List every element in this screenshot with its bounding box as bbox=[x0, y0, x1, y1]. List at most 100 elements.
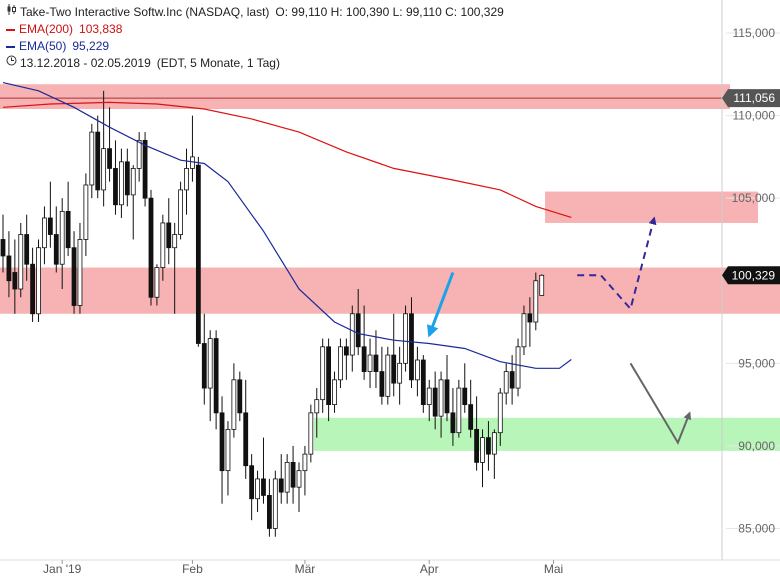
candle-body bbox=[432, 387, 438, 417]
candle-body bbox=[414, 359, 420, 381]
candle-body bbox=[272, 478, 278, 529]
candle-body bbox=[42, 217, 47, 249]
zones-layer bbox=[0, 84, 780, 451]
price-tag bbox=[722, 266, 780, 285]
candle-body bbox=[438, 379, 444, 417]
candle-body bbox=[474, 428, 480, 463]
candle-body bbox=[30, 263, 36, 315]
candle-body bbox=[71, 247, 77, 306]
candle-body bbox=[184, 168, 189, 191]
candle-body bbox=[426, 387, 432, 406]
y-tick-label: 85,000 bbox=[738, 521, 775, 535]
candle-body bbox=[77, 239, 83, 306]
candle-body bbox=[201, 343, 207, 389]
candle-body bbox=[397, 362, 403, 384]
ema50-label: EMA(50) bbox=[19, 39, 67, 53]
zone-box bbox=[0, 84, 730, 109]
candle-body bbox=[391, 354, 397, 384]
candle-body bbox=[24, 234, 30, 265]
candle-body bbox=[160, 222, 166, 268]
candle-body bbox=[361, 346, 367, 372]
y-tick-label: 105,000 bbox=[732, 191, 776, 205]
candle-body bbox=[166, 222, 172, 249]
candle-body bbox=[142, 139, 148, 199]
x-tick-label: Apr bbox=[420, 562, 439, 576]
candle-body bbox=[355, 313, 361, 348]
candle-body bbox=[18, 234, 24, 290]
candle-body bbox=[349, 313, 355, 356]
x-tick-label: Feb bbox=[182, 562, 203, 576]
candle-body bbox=[12, 272, 18, 290]
grid-layer bbox=[726, 32, 780, 529]
legend-period-row: 13.12.2018 - 02.05.2019 (EDT, 5 Monate, … bbox=[4, 55, 504, 72]
ema200-label: EMA(200) bbox=[19, 22, 74, 36]
candle-body bbox=[527, 313, 533, 323]
candle-body bbox=[284, 461, 290, 493]
candle-body bbox=[450, 412, 456, 434]
annotation-layer bbox=[427, 216, 692, 445]
zone-box bbox=[0, 267, 780, 314]
candle-body bbox=[6, 255, 12, 282]
candle-body bbox=[539, 274, 545, 296]
candle-body bbox=[503, 371, 509, 394]
candle-body bbox=[107, 148, 112, 169]
candle-body bbox=[136, 139, 142, 169]
candle-body bbox=[486, 437, 491, 455]
signal-arrow bbox=[427, 271, 455, 338]
candle-body bbox=[332, 379, 337, 406]
candle-body bbox=[213, 338, 219, 414]
candle-body bbox=[113, 168, 118, 206]
ema-line bbox=[2, 82, 572, 369]
date-range: 13.12.2018 - 02.05.2019 bbox=[20, 56, 151, 70]
legend-ema50[interactable]: EMA(50) 95,229 bbox=[4, 38, 504, 55]
ema-line bbox=[2, 101, 572, 218]
bearish-projection bbox=[629, 362, 692, 445]
candle-body bbox=[343, 346, 349, 356]
ohlc-readout: O: 99,110 H: 100,390 L: 99,110 C: 100,32… bbox=[275, 5, 504, 19]
candle-body bbox=[172, 234, 178, 249]
candle-body bbox=[480, 437, 485, 463]
candle-body bbox=[379, 371, 385, 397]
ema50-swatch bbox=[6, 45, 15, 48]
ema-layer bbox=[2, 82, 572, 369]
candle-body bbox=[521, 313, 527, 348]
price-tag-label: 111,056 bbox=[733, 91, 775, 105]
candle-body bbox=[225, 428, 231, 472]
candle-body bbox=[308, 412, 314, 455]
y-tick-label: 90,000 bbox=[738, 439, 775, 453]
instrument-title: Take-Two Interactive Softw.Inc (NASDAQ, … bbox=[20, 5, 270, 19]
price-tag bbox=[722, 89, 780, 108]
candle-body bbox=[278, 478, 284, 493]
candle-body bbox=[47, 217, 53, 235]
candle-body bbox=[95, 131, 101, 191]
x-tick-label: Mai bbox=[544, 562, 563, 576]
candlestick-icon[interactable] bbox=[4, 4, 18, 21]
ema50-value: 95,229 bbox=[72, 39, 110, 53]
clock-icon bbox=[4, 55, 18, 72]
candle-body bbox=[148, 197, 154, 298]
y-tick-label: 110,000 bbox=[733, 109, 776, 123]
ema200-value: 103,838 bbox=[79, 22, 123, 36]
candle-body bbox=[420, 359, 426, 405]
candle-body bbox=[468, 404, 474, 430]
candle-body bbox=[59, 210, 65, 265]
period-note: (EDT, 5 Monate, 1 Tag) bbox=[156, 56, 280, 70]
candle-body bbox=[444, 379, 450, 414]
candle-body bbox=[367, 354, 373, 372]
candles-layer bbox=[0, 90, 545, 537]
candle-body bbox=[195, 164, 201, 344]
candle-body bbox=[326, 346, 332, 405]
candle-body bbox=[462, 387, 468, 406]
zone-box bbox=[314, 417, 780, 451]
legend-ema200[interactable]: EMA(200) 103,838 bbox=[4, 21, 504, 38]
candle-body bbox=[119, 161, 124, 206]
candle-body bbox=[403, 313, 408, 364]
price-tag-label: 100,329 bbox=[732, 268, 776, 282]
candle-body bbox=[231, 379, 237, 430]
candle-body bbox=[53, 234, 59, 265]
candle-body bbox=[515, 346, 521, 389]
candle-body bbox=[219, 412, 225, 472]
candle-body bbox=[190, 156, 195, 169]
